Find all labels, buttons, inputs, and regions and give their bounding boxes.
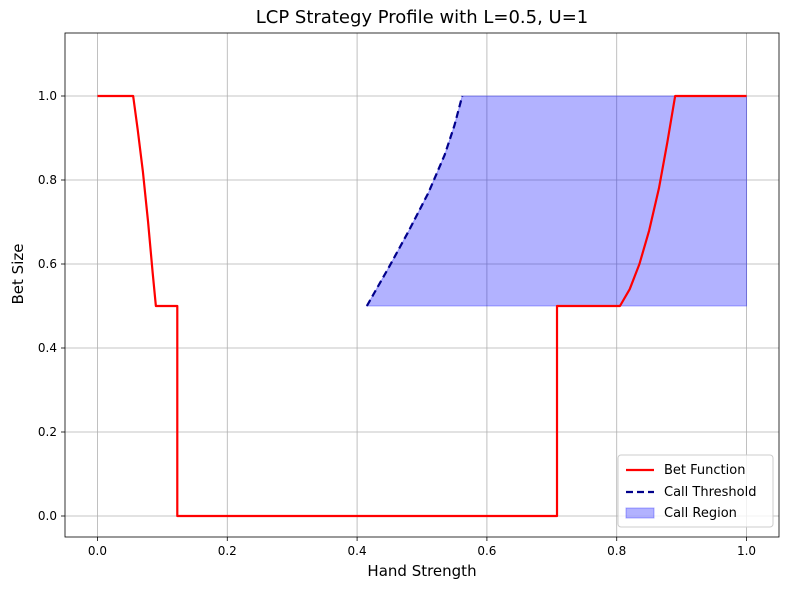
- x-tick-label: 0.6: [477, 544, 496, 558]
- x-tick-label: 1.0: [737, 544, 756, 558]
- y-axis-label: Bet Size: [9, 244, 27, 305]
- legend-swatch-call-region: [625, 507, 655, 519]
- x-tick-label: 0.0: [88, 544, 107, 558]
- x-axis-label: Hand Strength: [367, 562, 476, 580]
- call-threshold-line: [365, 95, 464, 307]
- axes-frame: [64, 32, 780, 538]
- y-tick-label: 0.6: [38, 257, 57, 271]
- legend-label-call-threshold: Call Threshold: [664, 485, 756, 500]
- chart-title: LCP Strategy Profile with L=0.5, U=1: [256, 7, 589, 28]
- bet-function-line: [97, 94, 747, 518]
- y-tick-label: 0.0: [38, 509, 57, 523]
- legend-label-call-region: Call Region: [664, 506, 737, 521]
- legend: Bet Function Call Threshold Call Region: [617, 454, 774, 528]
- legend-box: [617, 454, 774, 528]
- plot-area: [64, 32, 780, 538]
- legend-label-bet-function: Bet Function: [664, 463, 745, 478]
- x-tick-label: 0.2: [218, 544, 237, 558]
- x-tick-label: 0.4: [348, 544, 367, 558]
- tick-labels: 0.0 0.2 0.4 0.6 0.8 1.0 0.0 0.2 0.4 0.6 0.8 1.0: [38, 89, 756, 558]
- y-tick-label: 1.0: [38, 89, 57, 103]
- y-tick-label: 0.4: [38, 341, 57, 355]
- y-tick-label: 0.2: [38, 425, 57, 439]
- y-tick-label: 0.8: [38, 173, 57, 187]
- x-tick-label: 0.8: [607, 544, 626, 558]
